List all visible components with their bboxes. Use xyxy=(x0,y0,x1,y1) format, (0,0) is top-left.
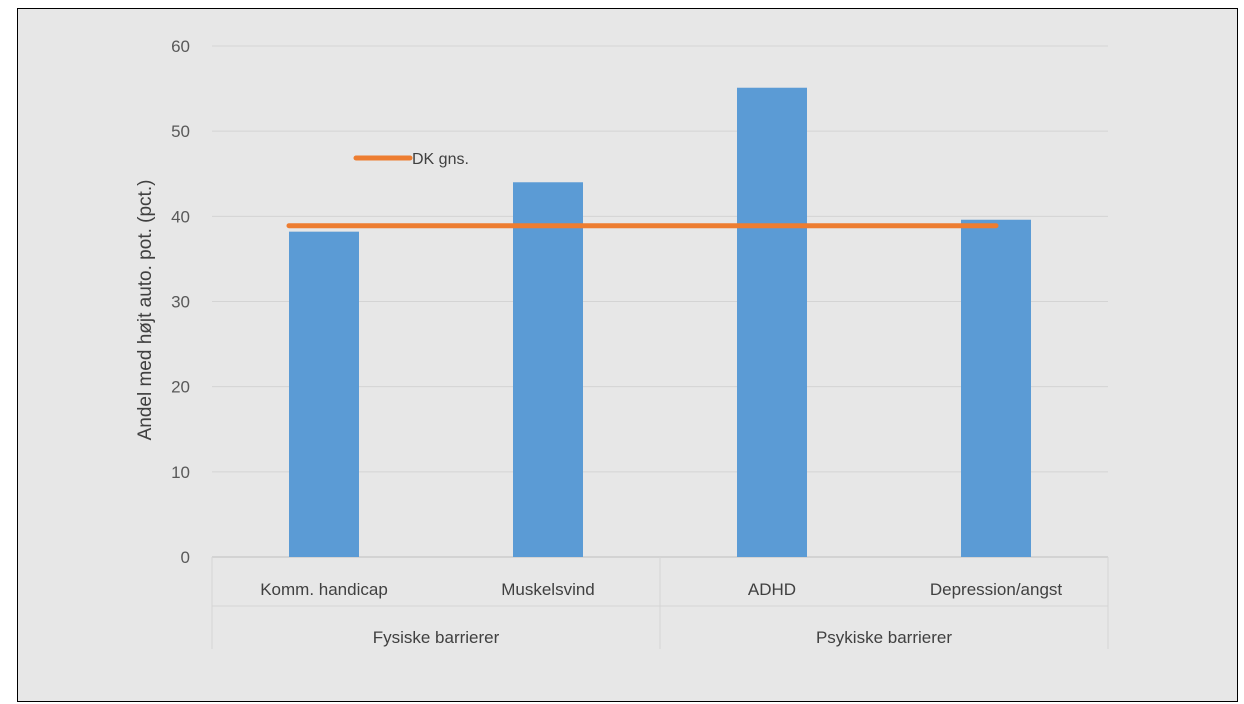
bar-muskelsvind xyxy=(513,182,583,557)
gridlines xyxy=(212,45,1108,558)
x-tick-depression-angst: Depression/angst xyxy=(930,580,1063,599)
y-axis-label: Andel med højt auto. pot. (pct.) xyxy=(135,180,156,441)
x-tick-muskelsvind: Muskelsvind xyxy=(501,580,595,599)
y-tick-50: 50 xyxy=(171,122,190,141)
x-tick-adhd: ADHD xyxy=(748,580,796,599)
x-axis: Komm. handicap Muskelsvind ADHD Depression/… xyxy=(211,557,1109,649)
y-tick-20: 20 xyxy=(171,378,190,397)
group-label-fysiske-barrierer: Fysiske barrierer xyxy=(373,628,500,647)
bar-depression-angst xyxy=(961,219,1031,558)
x-tick-komm-handicap: Komm. handicap xyxy=(260,580,388,599)
y-tick-30: 30 xyxy=(171,293,190,312)
chart-frame: 0 10 20 30 40 50 60 Komm. handicap Muskelsvind A… xyxy=(17,8,1238,702)
bar-adhd xyxy=(737,87,807,558)
y-tick-0: 0 xyxy=(181,548,190,567)
legend-label-dk-gns: DK gns. xyxy=(412,151,469,168)
legend: DK gns. xyxy=(353,151,469,168)
y-tick-10: 10 xyxy=(171,463,190,482)
y-tick-40: 40 xyxy=(171,207,190,226)
bar-chart: 0 10 20 30 40 50 60 Komm. handicap Muskelsvind A… xyxy=(135,37,1109,649)
group-label-psykiske-barrierer: Psykiske barrierer xyxy=(816,628,952,647)
y-axis-ticks: 0 10 20 30 40 50 60 xyxy=(171,37,190,567)
bars xyxy=(289,87,1031,558)
bar-komm-handicap xyxy=(289,231,359,557)
y-tick-60: 60 xyxy=(171,37,190,56)
